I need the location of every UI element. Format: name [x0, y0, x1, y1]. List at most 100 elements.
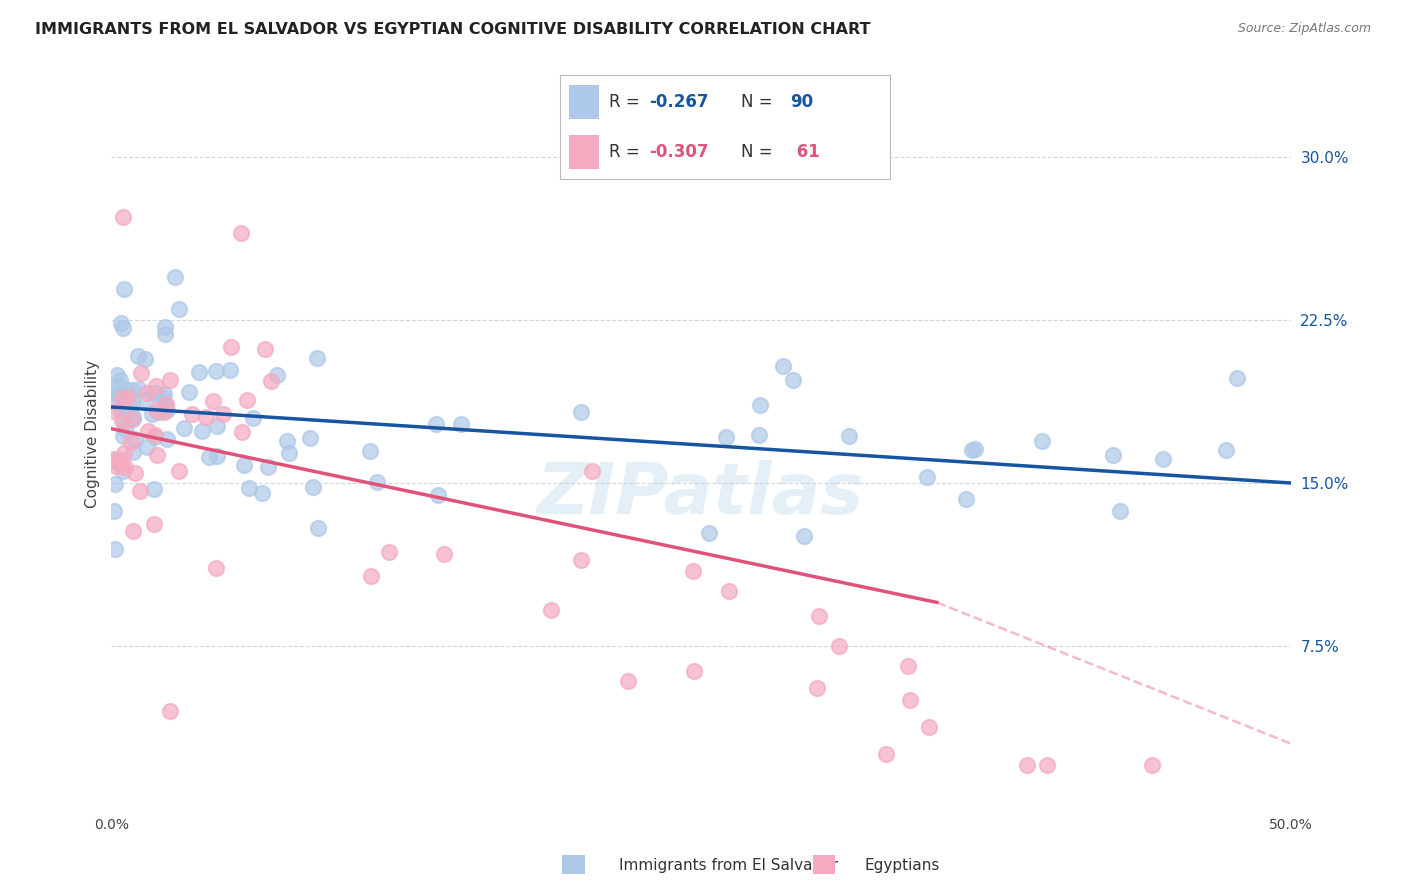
Point — [156, 433, 179, 447]
Point — [146, 448, 169, 462]
Point — [898, 693, 921, 707]
Point — [571, 553, 593, 567]
Point — [302, 480, 325, 494]
Point — [205, 560, 228, 574]
Point — [121, 384, 143, 398]
Point — [233, 458, 256, 472]
Point — [155, 320, 177, 334]
Point — [1031, 434, 1053, 449]
Point — [111, 413, 134, 427]
Point — [307, 351, 329, 366]
Point — [198, 450, 221, 464]
Point — [104, 477, 127, 491]
Point — [955, 491, 977, 506]
Point — [963, 442, 986, 456]
Point — [159, 373, 181, 387]
Text: ZIPatlas: ZIPatlas — [537, 459, 865, 529]
Point — [121, 524, 143, 538]
Point — [717, 583, 740, 598]
Point — [180, 407, 202, 421]
Point — [105, 368, 128, 383]
Point — [806, 681, 828, 696]
Point — [141, 407, 163, 421]
Point — [231, 425, 253, 440]
Point — [236, 392, 259, 407]
Point — [155, 403, 177, 417]
Point — [104, 458, 127, 473]
Point — [238, 481, 260, 495]
Point — [104, 542, 127, 557]
Point — [117, 390, 139, 404]
Point — [359, 444, 381, 458]
Point — [714, 429, 737, 443]
Point — [118, 398, 141, 412]
Point — [146, 405, 169, 419]
Point — [581, 464, 603, 478]
Point — [191, 424, 214, 438]
Point — [145, 378, 167, 392]
Point — [257, 460, 280, 475]
Point — [1140, 758, 1163, 772]
Point — [121, 396, 143, 410]
Point — [103, 386, 125, 401]
Point — [120, 411, 142, 425]
Point — [366, 475, 388, 489]
Point — [697, 525, 720, 540]
Point — [748, 427, 770, 442]
Point — [360, 569, 382, 583]
Point — [103, 404, 125, 418]
Point — [748, 398, 770, 412]
Point — [838, 428, 860, 442]
Text: Egyptians: Egyptians — [865, 858, 941, 872]
Point — [1152, 451, 1174, 466]
Point — [145, 427, 167, 442]
Point — [782, 373, 804, 387]
Point — [962, 442, 984, 457]
Point — [129, 366, 152, 380]
Point — [807, 609, 830, 624]
Point — [112, 282, 135, 296]
Point — [1036, 758, 1059, 772]
Point — [111, 391, 134, 405]
Point — [129, 483, 152, 498]
Point — [155, 397, 177, 411]
Point — [194, 410, 217, 425]
Point — [152, 391, 174, 405]
Point — [107, 378, 129, 392]
Point — [167, 464, 190, 478]
Point — [103, 504, 125, 518]
Point — [112, 415, 135, 429]
Point — [1015, 758, 1038, 772]
Point — [540, 603, 562, 617]
Point — [276, 434, 298, 449]
Point — [103, 454, 125, 468]
Point — [121, 445, 143, 459]
Point — [827, 639, 849, 653]
Point — [128, 382, 150, 396]
Point — [793, 529, 815, 543]
Point — [242, 410, 264, 425]
Point — [112, 320, 135, 334]
Point — [1215, 443, 1237, 458]
Point — [120, 434, 142, 449]
Point — [569, 404, 592, 418]
Point — [1108, 504, 1130, 518]
Point — [266, 368, 288, 382]
Point — [188, 365, 211, 379]
Point — [683, 664, 706, 678]
Point — [155, 399, 177, 413]
Point — [108, 453, 131, 467]
Text: Immigrants from El Salvador: Immigrants from El Salvador — [619, 858, 838, 872]
Point — [110, 402, 132, 417]
Point — [114, 382, 136, 396]
Point — [111, 210, 134, 224]
Point — [136, 424, 159, 438]
Point — [124, 432, 146, 446]
Point — [143, 386, 166, 401]
Point — [110, 457, 132, 471]
Point — [143, 430, 166, 444]
Point — [433, 547, 456, 561]
Point — [110, 373, 132, 387]
Point — [250, 485, 273, 500]
Point — [229, 227, 252, 241]
